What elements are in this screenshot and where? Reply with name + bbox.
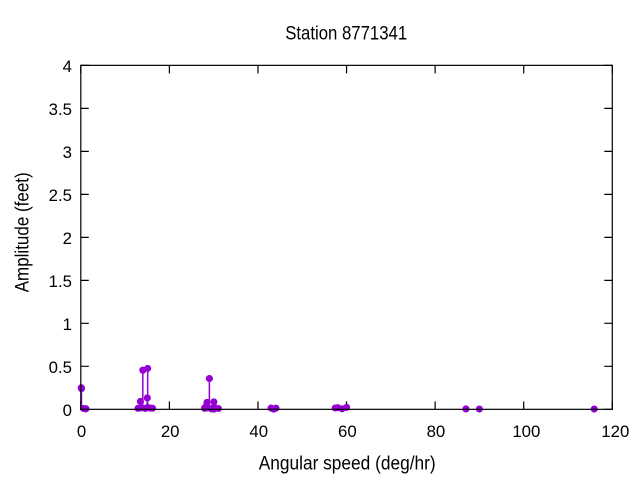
svg-text:100: 100 — [512, 422, 540, 441]
svg-text:60: 60 — [338, 422, 357, 441]
svg-text:Amplitude (feet): Amplitude (feet) — [13, 172, 34, 292]
svg-text:2.5: 2.5 — [49, 186, 72, 205]
svg-text:1: 1 — [63, 315, 72, 334]
svg-text:3.5: 3.5 — [49, 100, 72, 119]
svg-text:Angular speed (deg/hr): Angular speed (deg/hr) — [259, 454, 436, 475]
svg-text:80: 80 — [427, 422, 446, 441]
svg-text:2: 2 — [63, 229, 72, 248]
svg-text:0: 0 — [63, 401, 72, 420]
svg-text:4: 4 — [63, 57, 72, 76]
svg-text:120: 120 — [601, 422, 629, 441]
svg-text:3: 3 — [63, 143, 72, 162]
svg-text:0.5: 0.5 — [49, 358, 72, 377]
svg-text:0: 0 — [77, 422, 86, 441]
svg-text:20: 20 — [161, 422, 180, 441]
svg-text:1.5: 1.5 — [49, 272, 72, 291]
svg-text:Station 8771341: Station 8771341 — [285, 24, 407, 45]
svg-text:40: 40 — [249, 422, 268, 441]
